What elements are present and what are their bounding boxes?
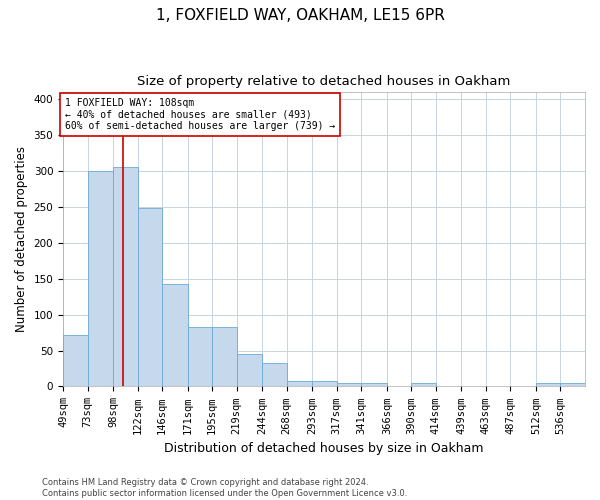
Text: 1, FOXFIELD WAY, OAKHAM, LE15 6PR: 1, FOXFIELD WAY, OAKHAM, LE15 6PR [155,8,445,22]
Bar [113,168,137,386]
X-axis label: Distribution of detached houses by size in Oakham: Distribution of detached houses by size … [164,442,484,455]
Text: Contains HM Land Registry data © Crown copyright and database right 2024.
Contai: Contains HM Land Registry data © Crown c… [42,478,407,498]
Bar [212,327,236,386]
Bar [188,327,212,386]
Text: 1 FOXFIELD WAY: 108sqm
← 40% of detached houses are smaller (493)
60% of semi-de: 1 FOXFIELD WAY: 108sqm ← 40% of detached… [65,98,335,131]
Bar [287,380,312,386]
Bar [337,383,361,386]
Bar [236,354,262,386]
Bar [63,334,88,386]
Bar [162,284,188,387]
Bar [560,383,585,386]
Bar [412,383,436,386]
Bar [88,171,113,386]
Bar [312,380,337,386]
Bar [262,362,287,386]
Bar [137,208,162,386]
Bar [536,383,560,386]
Y-axis label: Number of detached properties: Number of detached properties [15,146,28,332]
Title: Size of property relative to detached houses in Oakham: Size of property relative to detached ho… [137,75,511,88]
Bar [361,383,387,386]
